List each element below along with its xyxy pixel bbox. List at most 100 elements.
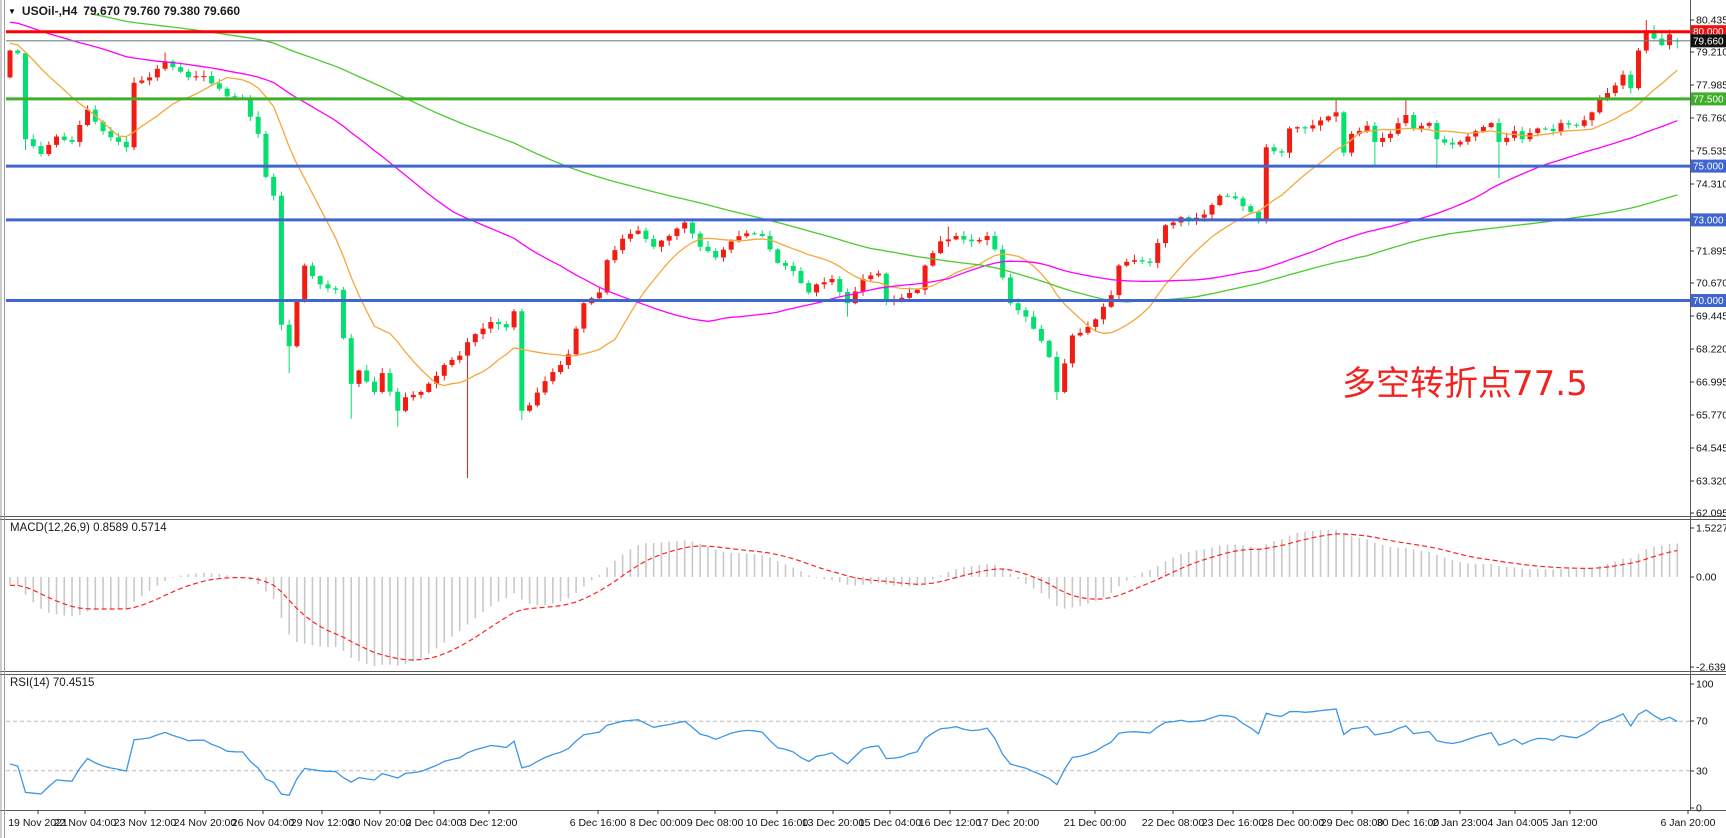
candle	[54, 136, 60, 145]
time-tick-label[interactable]: 15 Dec 04:00	[859, 817, 922, 829]
price-badge-label: 75.000	[1693, 162, 1724, 173]
price-badge-label: 77.500	[1693, 94, 1724, 105]
candle	[1442, 139, 1448, 143]
price-tick-label: 69.445	[1696, 311, 1726, 323]
time-tick-label[interactable]: 28 Dec 00:00	[1262, 817, 1325, 829]
price-tick-label: 68.220	[1696, 344, 1726, 356]
candle	[984, 236, 990, 240]
candle	[465, 342, 471, 356]
candle	[1542, 128, 1548, 130]
candle	[1341, 112, 1347, 153]
candle	[697, 233, 703, 247]
time-tick-label[interactable]: 23 Nov 12:00	[114, 817, 177, 829]
time-tick-label[interactable]: 24 Nov 20:00	[174, 817, 237, 829]
candle	[814, 284, 820, 293]
time-tick-label[interactable]: 23 Dec 16:00	[1202, 817, 1265, 829]
candle	[1263, 147, 1269, 220]
price-tick-label: 71.895	[1696, 246, 1726, 258]
candle	[899, 297, 905, 300]
candle	[278, 195, 284, 325]
time-tick-label[interactable]: 6 Dec 16:00	[570, 817, 627, 829]
candle	[705, 246, 711, 252]
time-tick-label[interactable]: 29 Nov 12:00	[291, 817, 354, 829]
time-tick-label[interactable]: 16 Dec 12:00	[919, 817, 982, 829]
candle	[829, 279, 835, 283]
rsi-indicator-label: RSI(14) 70.4515	[10, 677, 94, 689]
candle	[1605, 93, 1611, 99]
time-tick-label[interactable]: 6 Jan 20:00	[1661, 817, 1716, 829]
candle	[806, 283, 812, 293]
time-tick-label[interactable]: 2 Jan 23:00	[1433, 817, 1488, 829]
time-tick-label[interactable]: 13 Dec 20:00	[802, 817, 865, 829]
candle	[379, 373, 385, 392]
time-tick-label[interactable]: 30 Dec 16:00	[1377, 817, 1440, 829]
price-tick-label: 65.770	[1696, 410, 1726, 422]
candle	[434, 375, 440, 384]
candle	[1023, 310, 1029, 317]
candle	[736, 236, 742, 242]
time-tick-label[interactable]: 30 Nov 20:00	[349, 817, 412, 829]
time-tick-label[interactable]: 8 Dec 00:00	[630, 817, 687, 829]
candle	[1418, 125, 1424, 129]
candle	[565, 354, 571, 366]
candle	[1589, 112, 1595, 121]
candle	[1007, 277, 1013, 304]
candlestick-series	[7, 20, 1680, 478]
candle	[193, 76, 199, 78]
candle	[1636, 50, 1642, 89]
symbol-dropdown-icon[interactable]: ▼	[8, 6, 16, 16]
candle	[511, 311, 517, 328]
candle	[1240, 198, 1246, 207]
candle	[744, 233, 750, 237]
time-tick-label[interactable]: 4 Jan 04:00	[1488, 817, 1543, 829]
candle	[263, 133, 269, 177]
price-badge-label: 73.000	[1693, 215, 1724, 226]
time-tick-label[interactable]: 22 Dec 08:00	[1142, 817, 1205, 829]
time-tick-label[interactable]: 21 Dec 00:00	[1064, 817, 1127, 829]
candle	[116, 137, 122, 142]
candle	[503, 324, 509, 328]
candle	[185, 71, 191, 78]
candle	[1597, 98, 1603, 113]
candle	[1062, 363, 1068, 392]
candle	[728, 241, 734, 250]
time-tick-label[interactable]: 5 Jan 12:00	[1543, 817, 1598, 829]
price-tick-label: 74.310	[1696, 179, 1726, 191]
candle	[976, 239, 982, 242]
candle	[1310, 125, 1316, 129]
candle	[162, 61, 168, 69]
price-tick-label: 77.985	[1696, 80, 1726, 92]
annotation-text: 多空转折点77.5	[1342, 364, 1588, 404]
candle	[1372, 125, 1378, 142]
time-tick-label[interactable]: 22 Nov 04:00	[54, 817, 117, 829]
candle	[713, 251, 719, 258]
time-tick-label[interactable]: 3 Dec 12:00	[461, 817, 518, 829]
candle	[201, 76, 207, 78]
time-tick-label[interactable]: 2 Dec 04:00	[406, 817, 463, 829]
candle	[426, 383, 432, 392]
price-badge-77.500	[1691, 92, 1726, 106]
time-tick-label[interactable]: 17 Dec 20:00	[977, 817, 1040, 829]
candle	[1287, 128, 1293, 153]
candle	[147, 77, 153, 81]
candle	[1333, 112, 1339, 117]
candle	[294, 300, 300, 347]
time-tick-label[interactable]: 19 Nov 2021	[8, 817, 68, 829]
rsi-panel-series	[6, 708, 1690, 796]
candle	[1558, 123, 1564, 132]
macd-axis-label: 0.00	[1696, 572, 1717, 584]
time-tick-label[interactable]: 10 Dec 16:00	[746, 817, 809, 829]
candle	[1480, 127, 1486, 132]
candle	[1488, 123, 1494, 128]
price-tick-label: 63.320	[1696, 476, 1726, 488]
time-tick-label[interactable]: 29 Dec 08:00	[1321, 817, 1384, 829]
candle	[627, 233, 633, 239]
time-tick-label[interactable]: 9 Dec 08:00	[687, 817, 744, 829]
macd-name: MACD(12,26,9)	[10, 522, 90, 534]
time-tick-label[interactable]: 26 Nov 04:00	[232, 817, 295, 829]
candle	[852, 291, 858, 304]
price-badge-label: 70.000	[1693, 296, 1724, 307]
candle	[643, 230, 649, 239]
candle	[1387, 133, 1393, 138]
